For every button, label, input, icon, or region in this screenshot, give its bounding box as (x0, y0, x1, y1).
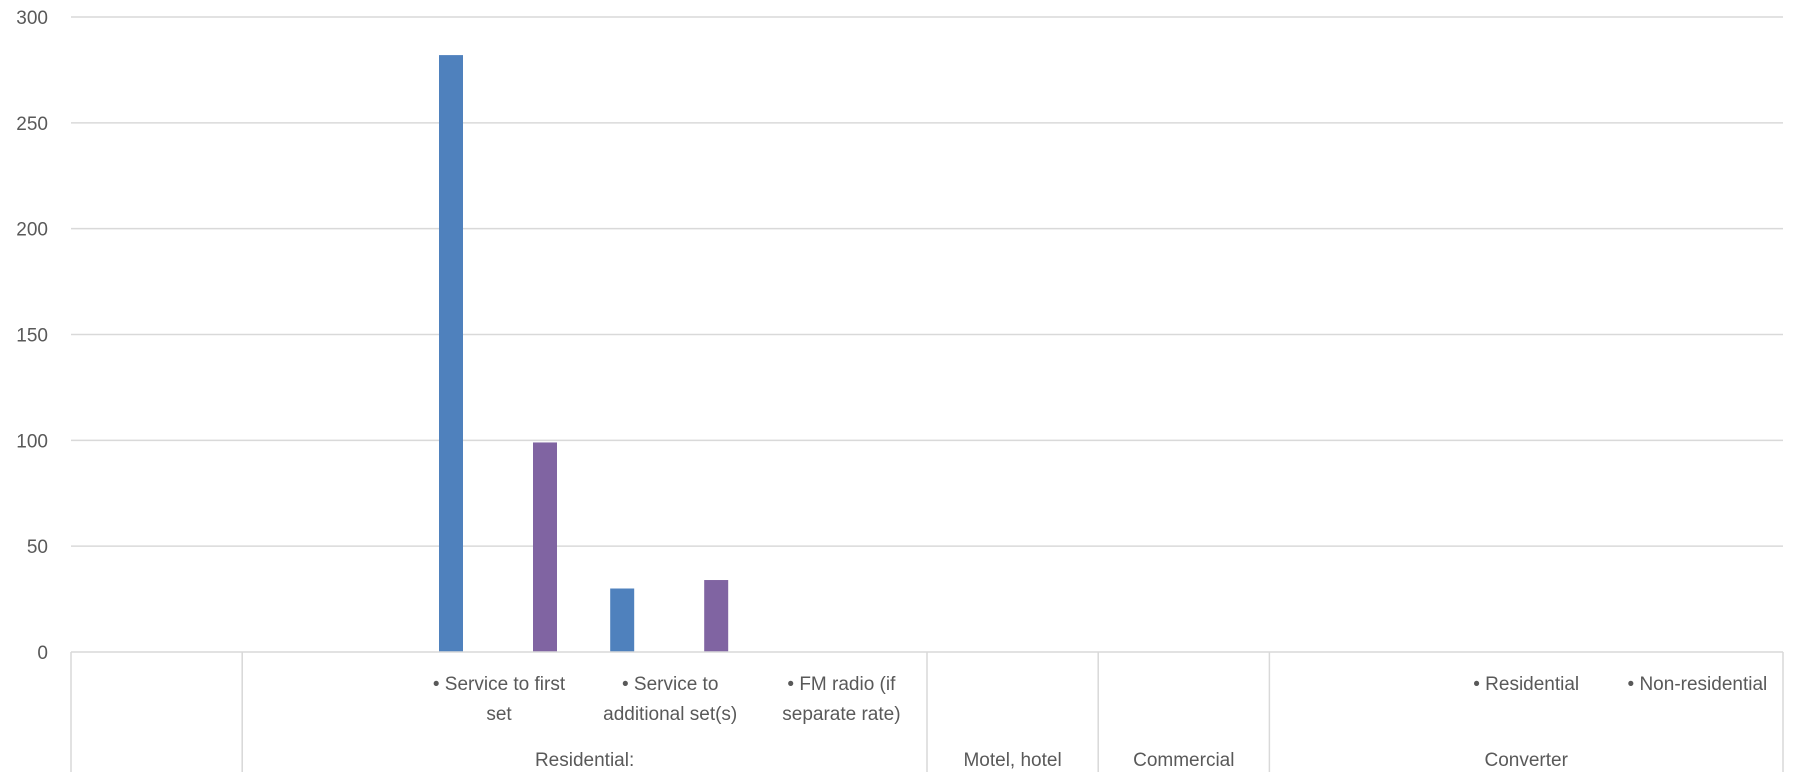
gridlines (71, 16, 1783, 547)
y-tick-label: 150 (16, 326, 48, 347)
y-tick-label: 200 (16, 220, 48, 241)
y-tick-label: 50 (27, 537, 48, 558)
group-label: Motel, hotel (963, 750, 1061, 771)
category-label: • FM radio (if separate rate) (782, 674, 900, 725)
category-label: • Service to additional set(s) (603, 674, 737, 725)
y-tick-label: 300 (16, 8, 48, 29)
bar (704, 580, 729, 652)
category-label: • Non-residential (1628, 674, 1768, 695)
y-tick-label: 0 (37, 643, 48, 664)
bar (610, 588, 635, 652)
category-label: • Residential (1473, 674, 1579, 695)
category-label: • Service to first set (433, 674, 566, 725)
group-label: Commercial (1133, 750, 1234, 771)
group-label: Residential: (535, 750, 634, 771)
y-tick-label: 250 (16, 114, 48, 135)
category-axis: • Service to first set • Service to additio… (70, 651, 1784, 772)
bar (533, 442, 557, 652)
y-tick-label: 100 (16, 431, 48, 452)
bars (439, 55, 729, 653)
group-label: Converter (1484, 750, 1568, 771)
y-axis-ticks: 0 50 100 150 200 250 300 (16, 8, 48, 664)
bar (439, 55, 463, 653)
